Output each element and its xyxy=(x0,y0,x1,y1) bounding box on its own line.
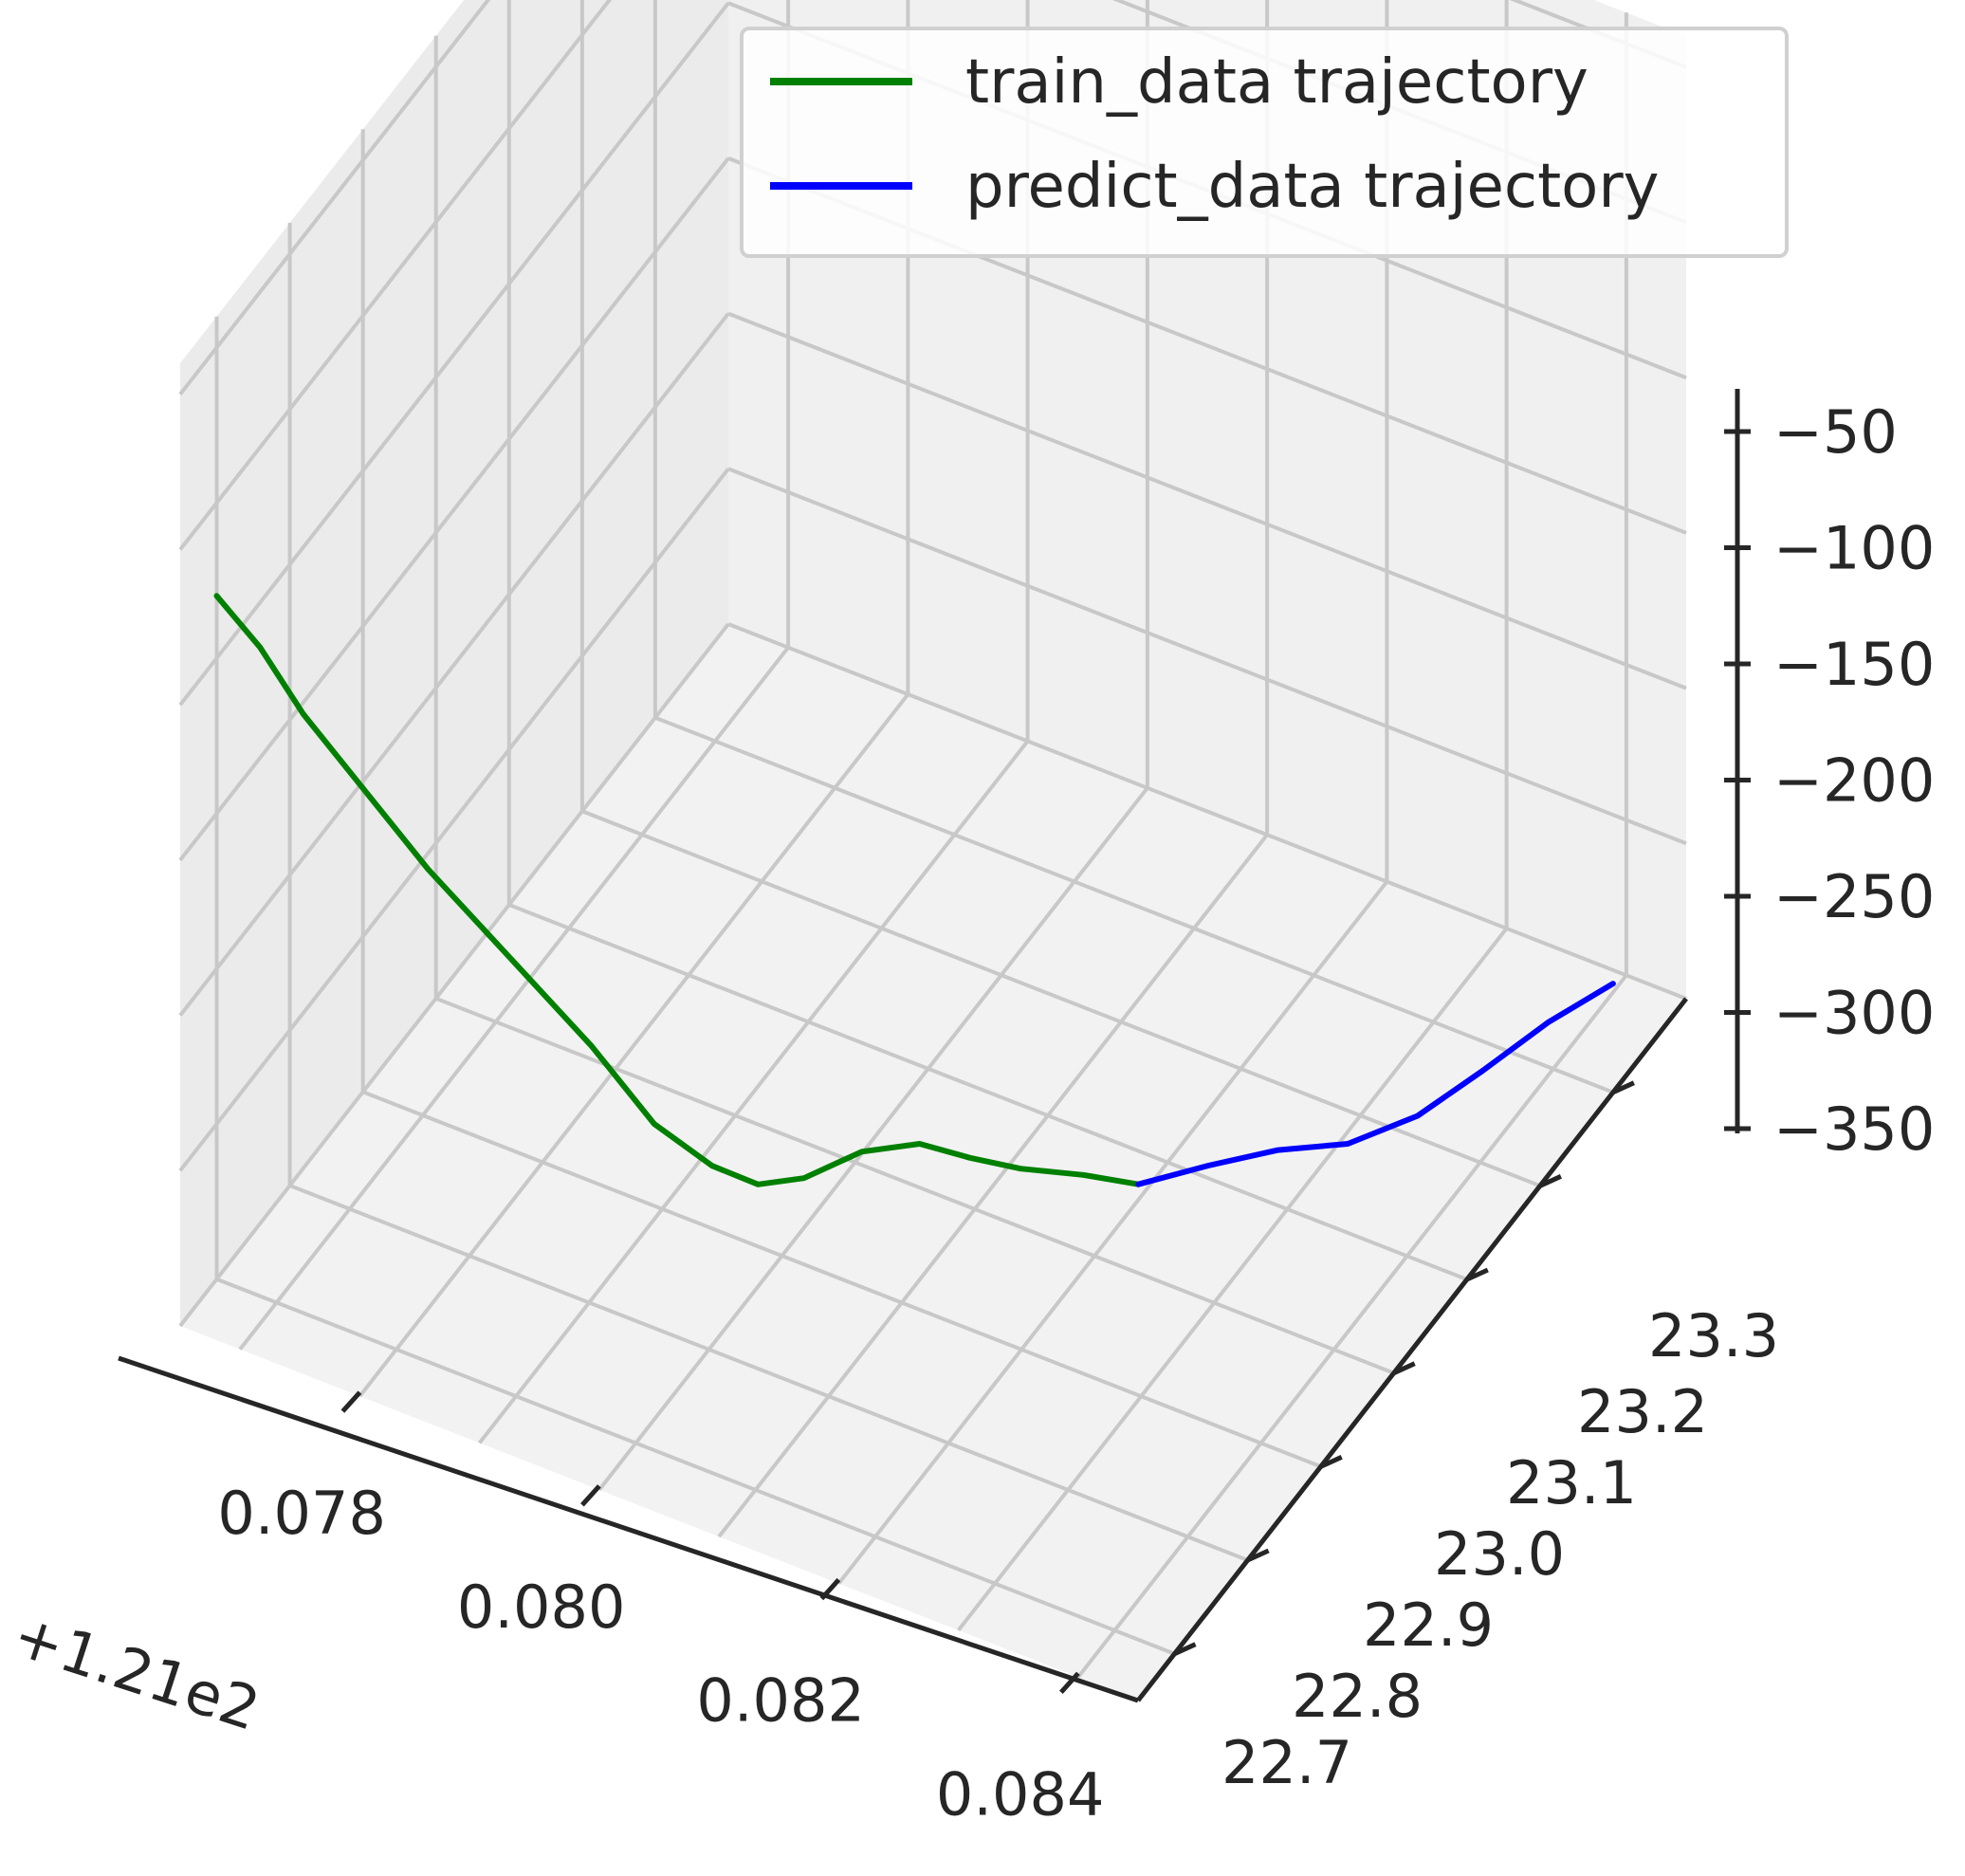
tick-labels: 0.078 0.080 0.082 0.084 22.722.822.923.023.1… xyxy=(217,397,1935,1829)
gridline-left-z xyxy=(178,0,613,551)
gridline-left-z xyxy=(178,156,730,862)
x-axis-line xyxy=(118,1355,1139,1703)
gridline-floor-y xyxy=(508,903,1468,1281)
gridline-back-z xyxy=(727,311,1687,690)
gridline-floor-x xyxy=(717,833,1269,1538)
x-tick-label: 0.078 xyxy=(217,1479,386,1548)
x-tick-mark xyxy=(340,1390,362,1413)
series-line-train xyxy=(213,593,1142,1187)
y-tick-mark xyxy=(1392,1361,1416,1375)
x-tick-mark xyxy=(819,1577,841,1601)
y-tick-label: 22.9 xyxy=(1363,1591,1494,1660)
x-tick-mark xyxy=(1059,1671,1080,1694)
z-tick-label: −250 xyxy=(1773,862,1935,931)
y-tick-mark xyxy=(1319,1455,1343,1469)
x-offset-label: +1.21e2 xyxy=(5,1600,267,1744)
gridline-back-z xyxy=(1509,0,1687,69)
gridline-left-z xyxy=(178,0,491,395)
gridline-floor-x xyxy=(957,927,1509,1632)
tick-marks xyxy=(340,429,1751,1694)
gridline-left-z xyxy=(178,312,730,1017)
data-series xyxy=(213,593,1616,1187)
gridline-left-z xyxy=(178,622,730,1328)
gridline-left-z xyxy=(178,1,730,707)
y-tick-label: 22.8 xyxy=(1292,1662,1423,1731)
y-tick-label: 22.7 xyxy=(1221,1728,1352,1797)
y-tick-label: 23.2 xyxy=(1577,1377,1708,1446)
y-tick-label: 23.3 xyxy=(1648,1301,1779,1370)
x-tick-label: 0.084 xyxy=(936,1759,1105,1829)
legend: train_data trajectory predict_data traje… xyxy=(740,27,1789,258)
z-tick-label: −150 xyxy=(1773,630,1935,699)
y-tick-mark xyxy=(1465,1267,1489,1282)
gridline-floor-x xyxy=(238,646,790,1351)
x-tick-label: 0.080 xyxy=(457,1573,626,1642)
legend-box xyxy=(740,27,1789,258)
y-tick-label: 23.0 xyxy=(1434,1519,1565,1589)
gridline-floor-x xyxy=(358,692,909,1398)
gridline-floor-x xyxy=(836,880,1388,1585)
floor-pane xyxy=(180,624,1686,1701)
gridline-back-z xyxy=(727,622,1687,1001)
z-tick-label: −100 xyxy=(1773,514,1935,583)
x-tick-mark xyxy=(580,1484,601,1507)
y-tick-mark xyxy=(1173,1642,1197,1656)
gridline-floor-x xyxy=(478,740,1030,1444)
z-tick-label: −300 xyxy=(1773,979,1935,1048)
axis-lines xyxy=(118,389,1740,1703)
gridline-floor-y xyxy=(288,1184,1249,1562)
gridline-floor-y xyxy=(581,809,1541,1188)
gridline-floor-y xyxy=(361,1090,1322,1469)
y-axis-line xyxy=(1136,997,1688,1702)
z-tick-label: −50 xyxy=(1773,397,1898,467)
gridline-floor-x xyxy=(597,786,1149,1492)
y-tick-mark xyxy=(1246,1548,1270,1563)
z-tick-label: −350 xyxy=(1773,1094,1935,1164)
y-tick-mark xyxy=(1611,1080,1635,1094)
legend-label-train: train_data trajectory xyxy=(965,47,1589,118)
y-tick-label: 23.1 xyxy=(1506,1448,1637,1517)
gridline-floor-x xyxy=(1076,974,1628,1679)
legend-label-predict: predict_data trajectory xyxy=(965,152,1660,222)
gridline-back-z xyxy=(727,467,1687,846)
series-line-predict xyxy=(1135,981,1616,1187)
gridline-left-z xyxy=(178,468,730,1172)
y-tick-mark xyxy=(1538,1174,1562,1188)
z-tick-label: −200 xyxy=(1773,746,1935,816)
gridline-floor-y xyxy=(434,996,1395,1375)
grid-lines xyxy=(178,0,1687,1679)
gridline-floor-y xyxy=(654,715,1614,1094)
gridline-floor-y xyxy=(215,1277,1176,1656)
x-tick-label: 0.082 xyxy=(696,1666,865,1736)
